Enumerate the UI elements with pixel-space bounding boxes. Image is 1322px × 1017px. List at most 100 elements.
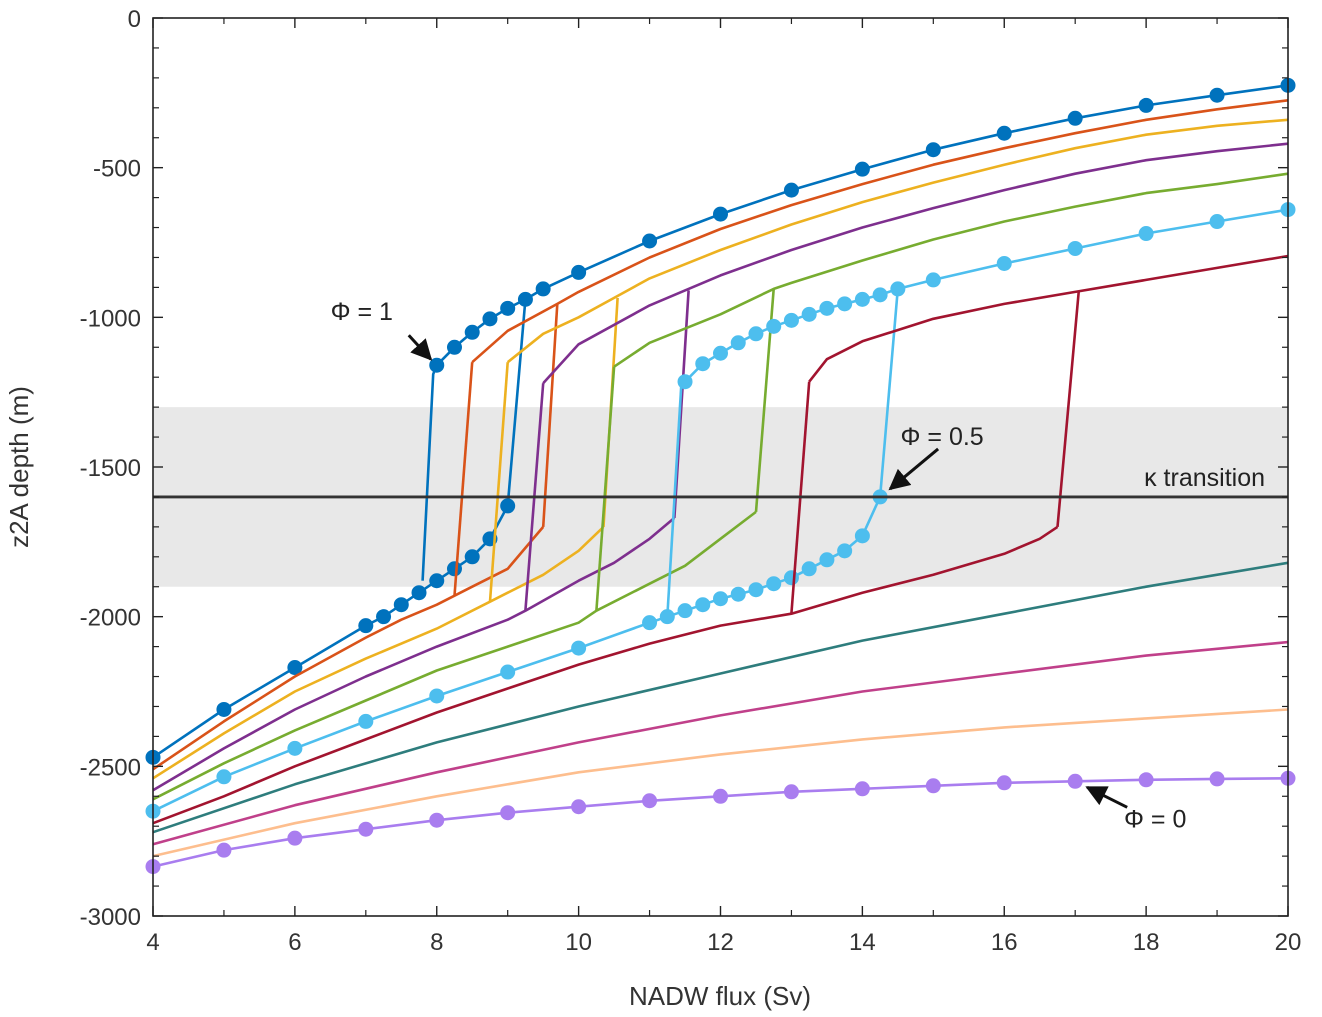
series-1-point xyxy=(713,206,728,222)
series-8 xyxy=(152,561,1289,834)
series-1-point xyxy=(925,142,941,158)
series-1-point xyxy=(358,618,374,634)
series-10 xyxy=(152,708,1289,858)
annotation-arrow-1 xyxy=(407,334,433,361)
series-11-point xyxy=(216,842,232,858)
series-6-point xyxy=(890,281,906,297)
x-tick-label: 6 xyxy=(288,929,301,956)
series-1-point xyxy=(500,300,516,316)
series-11-point xyxy=(571,799,587,815)
series-6-point xyxy=(748,326,764,342)
series-6-point xyxy=(677,603,693,619)
x-tick-label: 8 xyxy=(430,929,443,956)
y-tick-label: -3000 xyxy=(80,904,141,931)
axes-layer: 4 6 8 10 12 14 16 18 20 0 -500 -1000 -1500 -2000 -2500… xyxy=(80,6,1302,956)
series-6-point xyxy=(1067,240,1083,256)
series-7 xyxy=(152,254,1289,825)
series-1-point xyxy=(429,357,445,373)
series-6-point xyxy=(642,615,658,631)
series-6-point xyxy=(358,713,374,729)
series-11-point xyxy=(783,784,799,800)
series-6-point xyxy=(500,664,516,680)
series-11 xyxy=(145,770,1296,875)
annotation-arrow-3 xyxy=(1085,785,1128,809)
series-9-lower-branch xyxy=(152,640,1289,846)
series-6-point xyxy=(287,740,303,756)
series-1-point xyxy=(571,264,587,280)
series-1-point xyxy=(1209,87,1225,103)
annotation-label-1: Φ = 1 xyxy=(331,298,393,326)
kappa-transition-label: κ transition xyxy=(1144,464,1265,492)
series-1-point xyxy=(854,161,870,177)
series-6-point xyxy=(783,570,799,586)
series-1-point xyxy=(216,701,232,717)
series-6-point xyxy=(1209,214,1225,230)
series-2 xyxy=(152,99,1289,771)
series-7-lower-branch xyxy=(152,525,1059,825)
series-1-up-jump xyxy=(506,299,527,507)
series-1-point xyxy=(783,182,799,198)
series-8-lower-branch xyxy=(152,561,1289,834)
series-6-point xyxy=(713,591,728,607)
series-2-upper-branch xyxy=(471,99,1289,364)
series-6-point xyxy=(1138,226,1154,242)
series-11-point xyxy=(287,830,303,846)
series-11-point xyxy=(429,812,445,828)
series-1-point xyxy=(535,281,551,297)
series-1-point xyxy=(1138,97,1154,113)
y-tick-label: 0 xyxy=(128,6,141,33)
x-tick-label: 10 xyxy=(565,929,592,956)
series-6-point xyxy=(766,318,782,334)
series-11-point xyxy=(1138,772,1154,788)
series-6-point xyxy=(854,528,870,544)
series-1-point xyxy=(642,233,658,249)
series-1-point xyxy=(482,311,498,327)
y-tick-label: -500 xyxy=(93,156,141,183)
series-1-point xyxy=(996,125,1012,141)
x-axis-label: NADW flux (Sv) xyxy=(629,981,811,1011)
x-tick-label: 12 xyxy=(707,929,734,956)
series-1-point xyxy=(446,561,462,577)
series-1-point xyxy=(429,573,445,589)
series-6-down-jump xyxy=(666,381,683,617)
y-tick-label: -2500 xyxy=(80,754,141,781)
series-6-point xyxy=(837,296,853,312)
series-1-point xyxy=(393,597,409,613)
y-axis-label: z2A depth (m) xyxy=(4,386,34,548)
series-1-point xyxy=(446,339,462,355)
series-3-lower-branch xyxy=(152,525,605,780)
series-4-upper-branch xyxy=(542,142,1289,385)
x-tick-label: 20 xyxy=(1275,929,1302,956)
series-6-point xyxy=(783,312,799,328)
series-6-point xyxy=(925,272,941,288)
series-6-point xyxy=(659,609,675,625)
series-7-upper-branch xyxy=(808,254,1289,383)
series-6-point xyxy=(695,597,711,613)
series-11-point xyxy=(1067,773,1083,789)
x-tick-label: 16 xyxy=(991,929,1018,956)
series-6-point xyxy=(996,255,1012,271)
x-tick-label: 4 xyxy=(146,929,159,956)
series-6-point xyxy=(766,576,782,592)
series-11-point xyxy=(1209,771,1225,787)
series-1-point xyxy=(287,660,303,676)
series-6-point xyxy=(801,561,817,577)
series-5-down-jump xyxy=(595,366,616,611)
series-6-point xyxy=(801,306,817,322)
annotation-label-2: Φ = 0.5 xyxy=(901,423,984,451)
series-1-point xyxy=(464,324,480,340)
transition-layer: κ transition xyxy=(153,464,1288,499)
x-tick-label: 14 xyxy=(849,929,876,956)
series-1-point xyxy=(500,498,516,514)
series-6-point xyxy=(837,543,853,559)
series-11-point xyxy=(500,805,516,821)
series-6-point xyxy=(819,552,835,568)
series-11-point xyxy=(358,821,374,837)
series-layer xyxy=(145,77,1296,875)
series-1-point xyxy=(464,549,480,565)
series-6-point xyxy=(730,586,746,602)
series-2-up-jump xyxy=(541,303,559,527)
series-11-point xyxy=(996,775,1012,791)
y-tick-label: -1500 xyxy=(80,455,141,482)
